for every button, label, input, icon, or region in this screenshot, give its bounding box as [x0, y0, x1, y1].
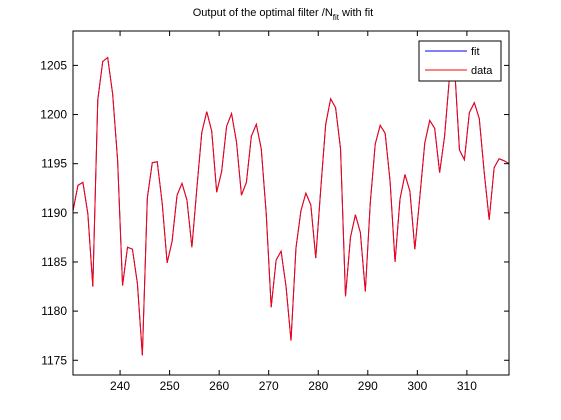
x-tick-label-260: 260: [209, 379, 229, 393]
plot-frame: [72, 30, 510, 376]
x-tick-label-280: 280: [308, 379, 328, 393]
y-tick-label-1205: 1205: [40, 58, 67, 72]
series-layer: [72, 56, 510, 356]
x-tick-label-240: 240: [110, 379, 130, 393]
chart-title-main: Output of the optimal filter /N: [193, 7, 333, 19]
plot-area: [73, 31, 509, 375]
y-tick-label-1195: 1195: [41, 157, 67, 171]
x-tick-label-250: 250: [160, 379, 180, 393]
y-tick-label-1175: 1175: [41, 353, 67, 367]
chart-title: Output of the optimal filter /Nfit with …: [193, 7, 373, 22]
legend: fit data: [418, 40, 502, 82]
x-tick-label-290: 290: [358, 379, 378, 393]
y-tick-label-1200: 1200: [40, 108, 67, 122]
x-tick-label-270: 270: [259, 379, 279, 393]
x-tick-label-310: 310: [457, 379, 477, 393]
legend-box: [418, 40, 502, 82]
ticks-layer: 240 250 260 270 280 290 300 310 1175 1180 1185 1190…: [40, 31, 509, 393]
legend-label-data: data: [471, 65, 493, 77]
y-tick-label-1185: 1185: [41, 255, 67, 269]
chart-title-subscript: fit: [333, 13, 340, 22]
y-tick-label-1180: 1180: [41, 304, 67, 318]
legend-label-fit: fit: [471, 46, 480, 58]
y-tick-label-1190: 1190: [41, 206, 67, 220]
series-line-data: [72, 56, 510, 356]
chart-title-suffix: with fit: [339, 7, 373, 19]
x-tick-label-300: 300: [407, 379, 427, 393]
